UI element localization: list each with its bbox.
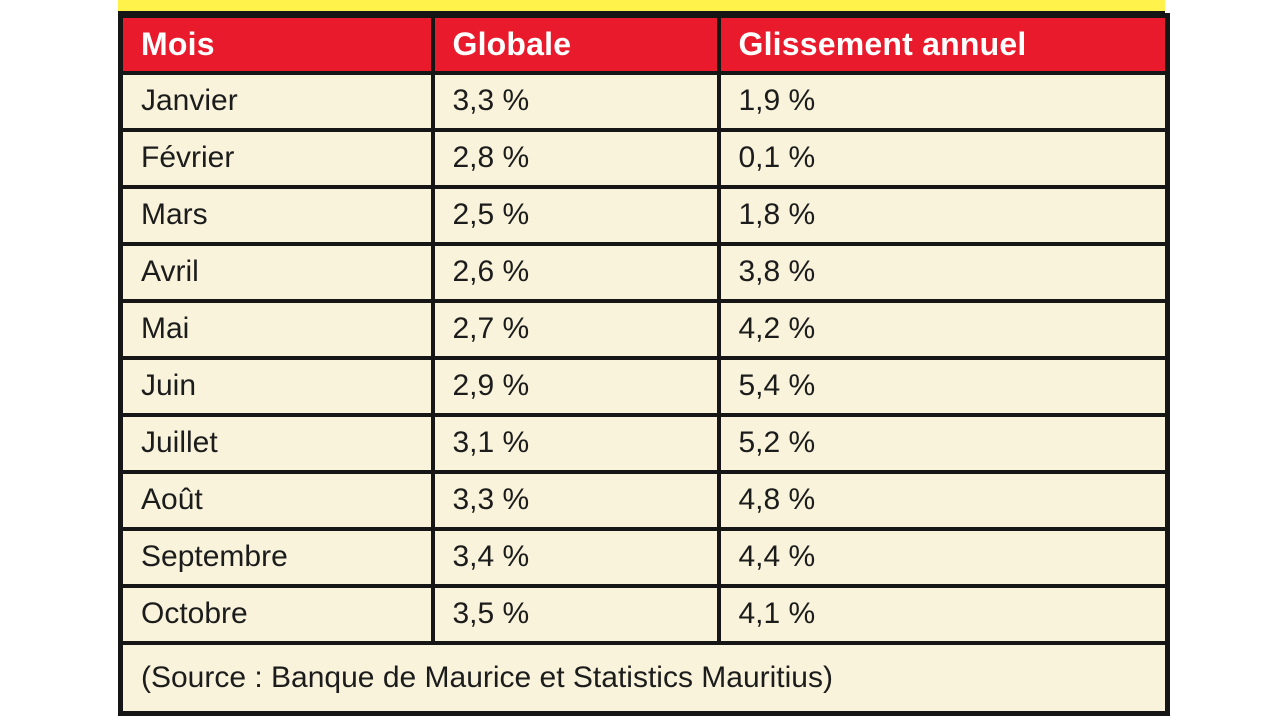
table-row: Février 2,8 % 0,1 % [118,127,1170,189]
globale-cell: 3,1 % [430,412,721,474]
table-row: Mars 2,5 % 1,8 % [118,184,1170,246]
globale-cell: 2,5 % [430,184,721,246]
table-row: Septembre 3,4 % 4,4 % [118,526,1170,588]
glissement-cell: 4,1 % [716,583,1170,645]
glissement-cell: 1,8 % [716,184,1170,246]
month-cell: Février [118,127,435,189]
table-row: Juillet 3,1 % 5,2 % [118,412,1170,474]
glissement-cell: 5,4 % [716,355,1170,417]
month-cell: Octobre [118,583,435,645]
month-cell: Juillet [118,412,435,474]
table-row: Juin 2,9 % 5,4 % [118,355,1170,417]
table-row: Août 3,3 % 4,8 % [118,469,1170,531]
source-row: (Source : Banque de Maurice et Statistic… [118,640,1170,716]
glissement-cell: 0,1 % [716,127,1170,189]
month-cell: Septembre [118,526,435,588]
table-row: Avril 2,6 % 3,8 % [118,241,1170,303]
header-cell-globale: Globale [430,13,721,75]
month-cell: Avril [118,241,435,303]
header-cell-glissement-annuel: Glissement annuel [716,13,1170,75]
globale-cell: 2,9 % [430,355,721,417]
header-cell-mois: Mois [118,13,435,75]
month-cell: Juin [118,355,435,417]
globale-cell: 2,8 % [430,127,721,189]
globale-cell: 3,4 % [430,526,721,588]
source-note: (Source : Banque de Maurice et Statistic… [118,640,1170,716]
glissement-cell: 4,8 % [716,469,1170,531]
glissement-cell: 5,2 % [716,412,1170,474]
month-cell: Mars [118,184,435,246]
table-header-row: Mois Globale Glissement annuel [118,13,1170,75]
month-cell: Août [118,469,435,531]
globale-cell: 3,3 % [430,70,721,132]
month-cell: Janvier [118,70,435,132]
month-cell: Mai [118,298,435,360]
table-row: Octobre 3,5 % 4,1 % [118,583,1170,645]
inflation-table-graphic: Mois Globale Glissement annuel Janvier 3… [118,0,1170,716]
globale-cell: 2,7 % [430,298,721,360]
yellow-banner-strip [118,0,1165,13]
table-row: Janvier 3,3 % 1,9 % [118,70,1170,132]
glissement-cell: 1,9 % [716,70,1170,132]
glissement-cell: 4,2 % [716,298,1170,360]
table-row: Mai 2,7 % 4,2 % [118,298,1170,360]
inflation-table: Mois Globale Glissement annuel Janvier 3… [118,13,1170,716]
globale-cell: 2,6 % [430,241,721,303]
glissement-cell: 4,4 % [716,526,1170,588]
glissement-cell: 3,8 % [716,241,1170,303]
globale-cell: 3,3 % [430,469,721,531]
globale-cell: 3,5 % [430,583,721,645]
